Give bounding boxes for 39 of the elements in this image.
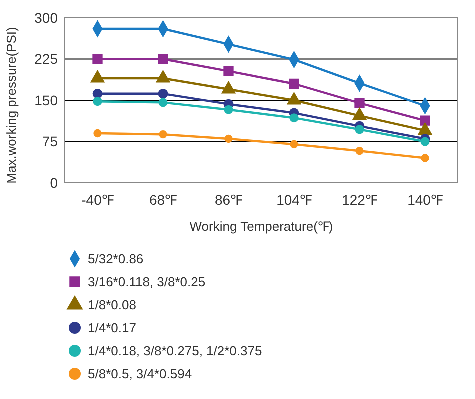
y-tick-label: 225	[34, 51, 58, 68]
point	[94, 129, 102, 138]
legend-label: 1/4*0.17	[88, 320, 136, 336]
x-tick-label: 104℉	[276, 192, 312, 208]
point	[92, 54, 103, 64]
x-tick-label: 122℉	[342, 192, 378, 208]
legend-label: 1/8*0.08	[88, 298, 136, 313]
point	[224, 134, 233, 144]
legend-label: 1/4*0.18, 3/8*0.275, 1/2*0.375	[88, 344, 262, 359]
y-axis-title: Max.working pressure(PSI)	[4, 27, 19, 184]
legend-label: 5/32*0.86	[88, 252, 144, 267]
x-tick-label: 68℉	[149, 192, 178, 208]
point	[92, 88, 103, 99]
y-tick-label: 300	[34, 10, 58, 26]
point	[93, 97, 102, 106]
point	[159, 130, 168, 139]
point	[420, 137, 430, 146]
y-tick-label: 150	[34, 92, 58, 108]
point	[224, 105, 234, 114]
point	[421, 154, 430, 162]
point	[289, 78, 300, 90]
point	[224, 66, 234, 76]
y-tick-label: 0	[50, 174, 58, 191]
legend-label: 3/16*0.118, 3/8*0.25	[88, 274, 206, 290]
point	[355, 125, 364, 134]
point	[420, 116, 430, 126]
legend-label: 5/8*0.5, 3/4*0.594	[88, 366, 192, 382]
x-tick-label: -40℉	[82, 192, 114, 208]
point	[158, 98, 168, 108]
x-axis-title: Working Temperature(℉)	[190, 219, 334, 234]
point	[356, 147, 364, 156]
point	[158, 54, 168, 64]
point	[354, 98, 365, 108]
y-tick-label: 75	[42, 134, 58, 150]
point	[290, 114, 299, 123]
x-tick-label: 86℉	[214, 192, 243, 208]
point	[158, 88, 168, 99]
point	[290, 140, 298, 149]
x-tick-label: 140℉	[408, 192, 443, 208]
